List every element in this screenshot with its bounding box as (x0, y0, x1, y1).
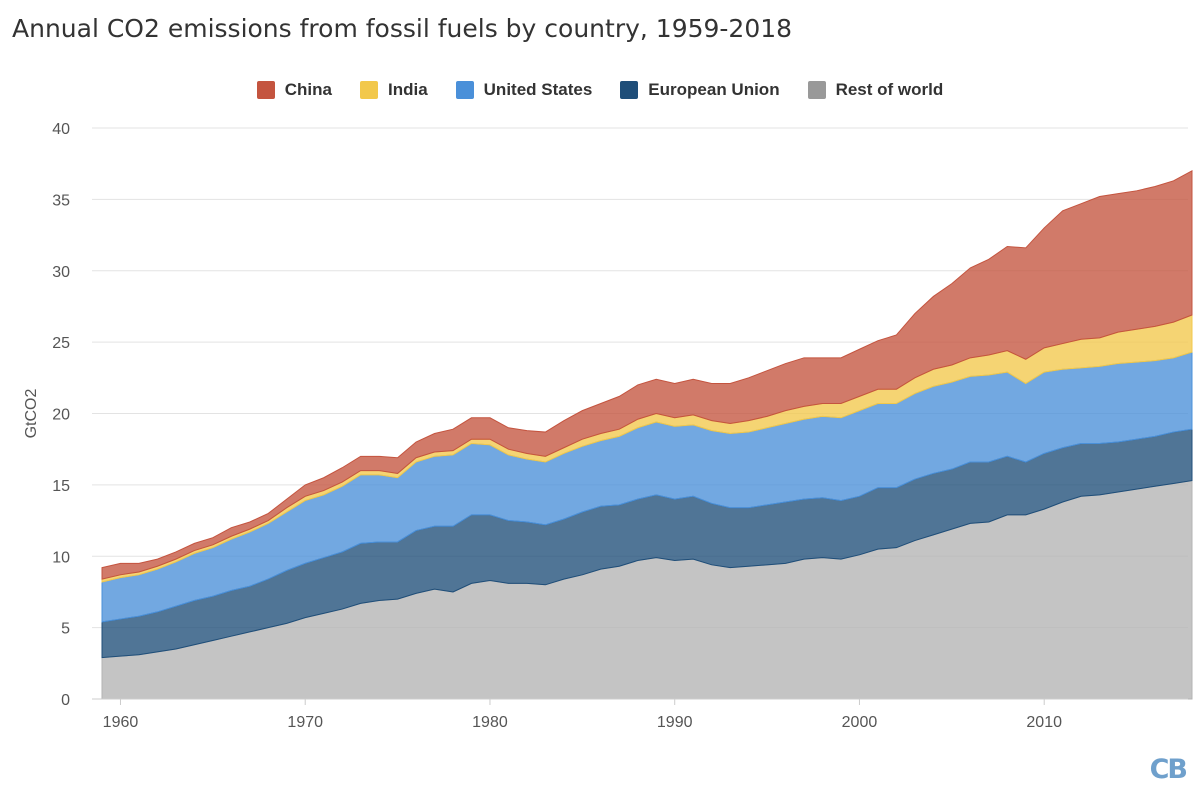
y-tick-label-15: 15 (52, 478, 70, 495)
legend: China India United States European Union… (0, 80, 1200, 100)
y-tick-label-25: 25 (52, 335, 70, 352)
legend-swatch-rest-of-world (807, 81, 826, 99)
legend-label-united-states: United States (483, 80, 593, 99)
y-tick-label-10: 10 (52, 549, 70, 566)
x-tick-label-2000: 2000 (842, 714, 878, 731)
legend-item-china[interactable]: China (256, 80, 332, 100)
x-tick-label-1960: 1960 (103, 714, 139, 731)
x-tick-label-1990: 1990 (657, 714, 693, 731)
y-tick-label-35: 35 (52, 192, 70, 209)
y-axis-label: GtCO2 (23, 389, 40, 439)
x-tick-label-1970: 1970 (287, 714, 323, 731)
y-tick-label-20: 20 (52, 407, 70, 424)
legend-label-china: China (284, 80, 332, 99)
area-china (101, 169, 1193, 580)
legend-item-india[interactable]: India (359, 80, 428, 100)
legend-label-european-union: European Union (648, 80, 780, 99)
y-tick-label-5: 5 (61, 621, 70, 638)
chart-title: Annual CO2 emissions from fossil fuels b… (12, 14, 793, 43)
carbon-brief-logo: CB (1149, 754, 1188, 785)
legend-label-rest-of-world: Rest of world (835, 80, 944, 99)
legend-item-rest-of-world[interactable]: Rest of world (807, 80, 944, 100)
legend-swatch-india (359, 81, 378, 99)
legend-swatch-european-union (620, 81, 639, 99)
y-tick-label-30: 30 (52, 264, 70, 281)
y-tick-label-0: 0 (61, 692, 70, 709)
legend-label-india: India (387, 80, 428, 99)
legend-swatch-china (256, 81, 275, 99)
x-tick-label-2010: 2010 (1026, 714, 1062, 731)
legend-item-united-states[interactable]: United States (455, 80, 593, 100)
legend-item-european-union[interactable]: European Union (620, 80, 780, 100)
x-tick-label-1980: 1980 (472, 714, 508, 731)
legend-swatch-united-states (455, 81, 474, 99)
y-tick-label-40: 40 (52, 121, 70, 138)
